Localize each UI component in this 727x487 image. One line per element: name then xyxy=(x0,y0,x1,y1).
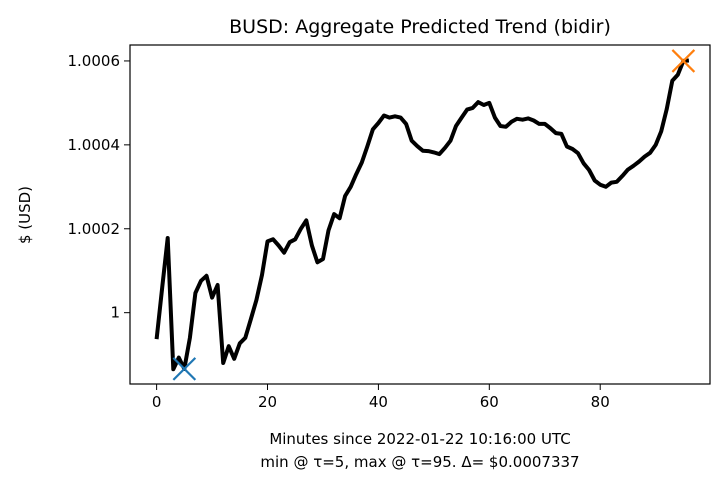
y-tick-label: 1.0006 xyxy=(68,52,121,70)
x-axis-subtitle: min @ τ=5, max @ τ=95. Δ= $0.0007337 xyxy=(260,453,579,471)
min-marker xyxy=(172,357,197,381)
markers-layer xyxy=(172,49,696,381)
x-tick-label: 0 xyxy=(152,393,162,411)
y-tick-label: 1.0004 xyxy=(68,136,121,154)
x-axis-title: Minutes since 2022-01-22 10:16:00 UTC xyxy=(269,430,570,448)
trend-line xyxy=(154,58,690,372)
y-axis: 1 1.0002 1.0004 1.0006 xyxy=(68,52,130,322)
x-axis: 0 20 40 60 80 xyxy=(152,384,610,411)
plot-frame xyxy=(129,44,711,385)
x-tick-label: 60 xyxy=(480,393,499,411)
y-axis-title: $ (USD) xyxy=(16,186,34,244)
y-tick-label: 1 xyxy=(110,304,120,322)
x-tick-label: 20 xyxy=(258,393,277,411)
chart-title: BUSD: Aggregate Predicted Trend (bidir) xyxy=(229,16,611,38)
x-tick-label: 80 xyxy=(591,393,610,411)
max-marker xyxy=(671,49,696,73)
plot-area xyxy=(154,58,690,372)
y-tick-label: 1.0002 xyxy=(68,220,121,238)
x-tick-label: 40 xyxy=(369,393,388,411)
